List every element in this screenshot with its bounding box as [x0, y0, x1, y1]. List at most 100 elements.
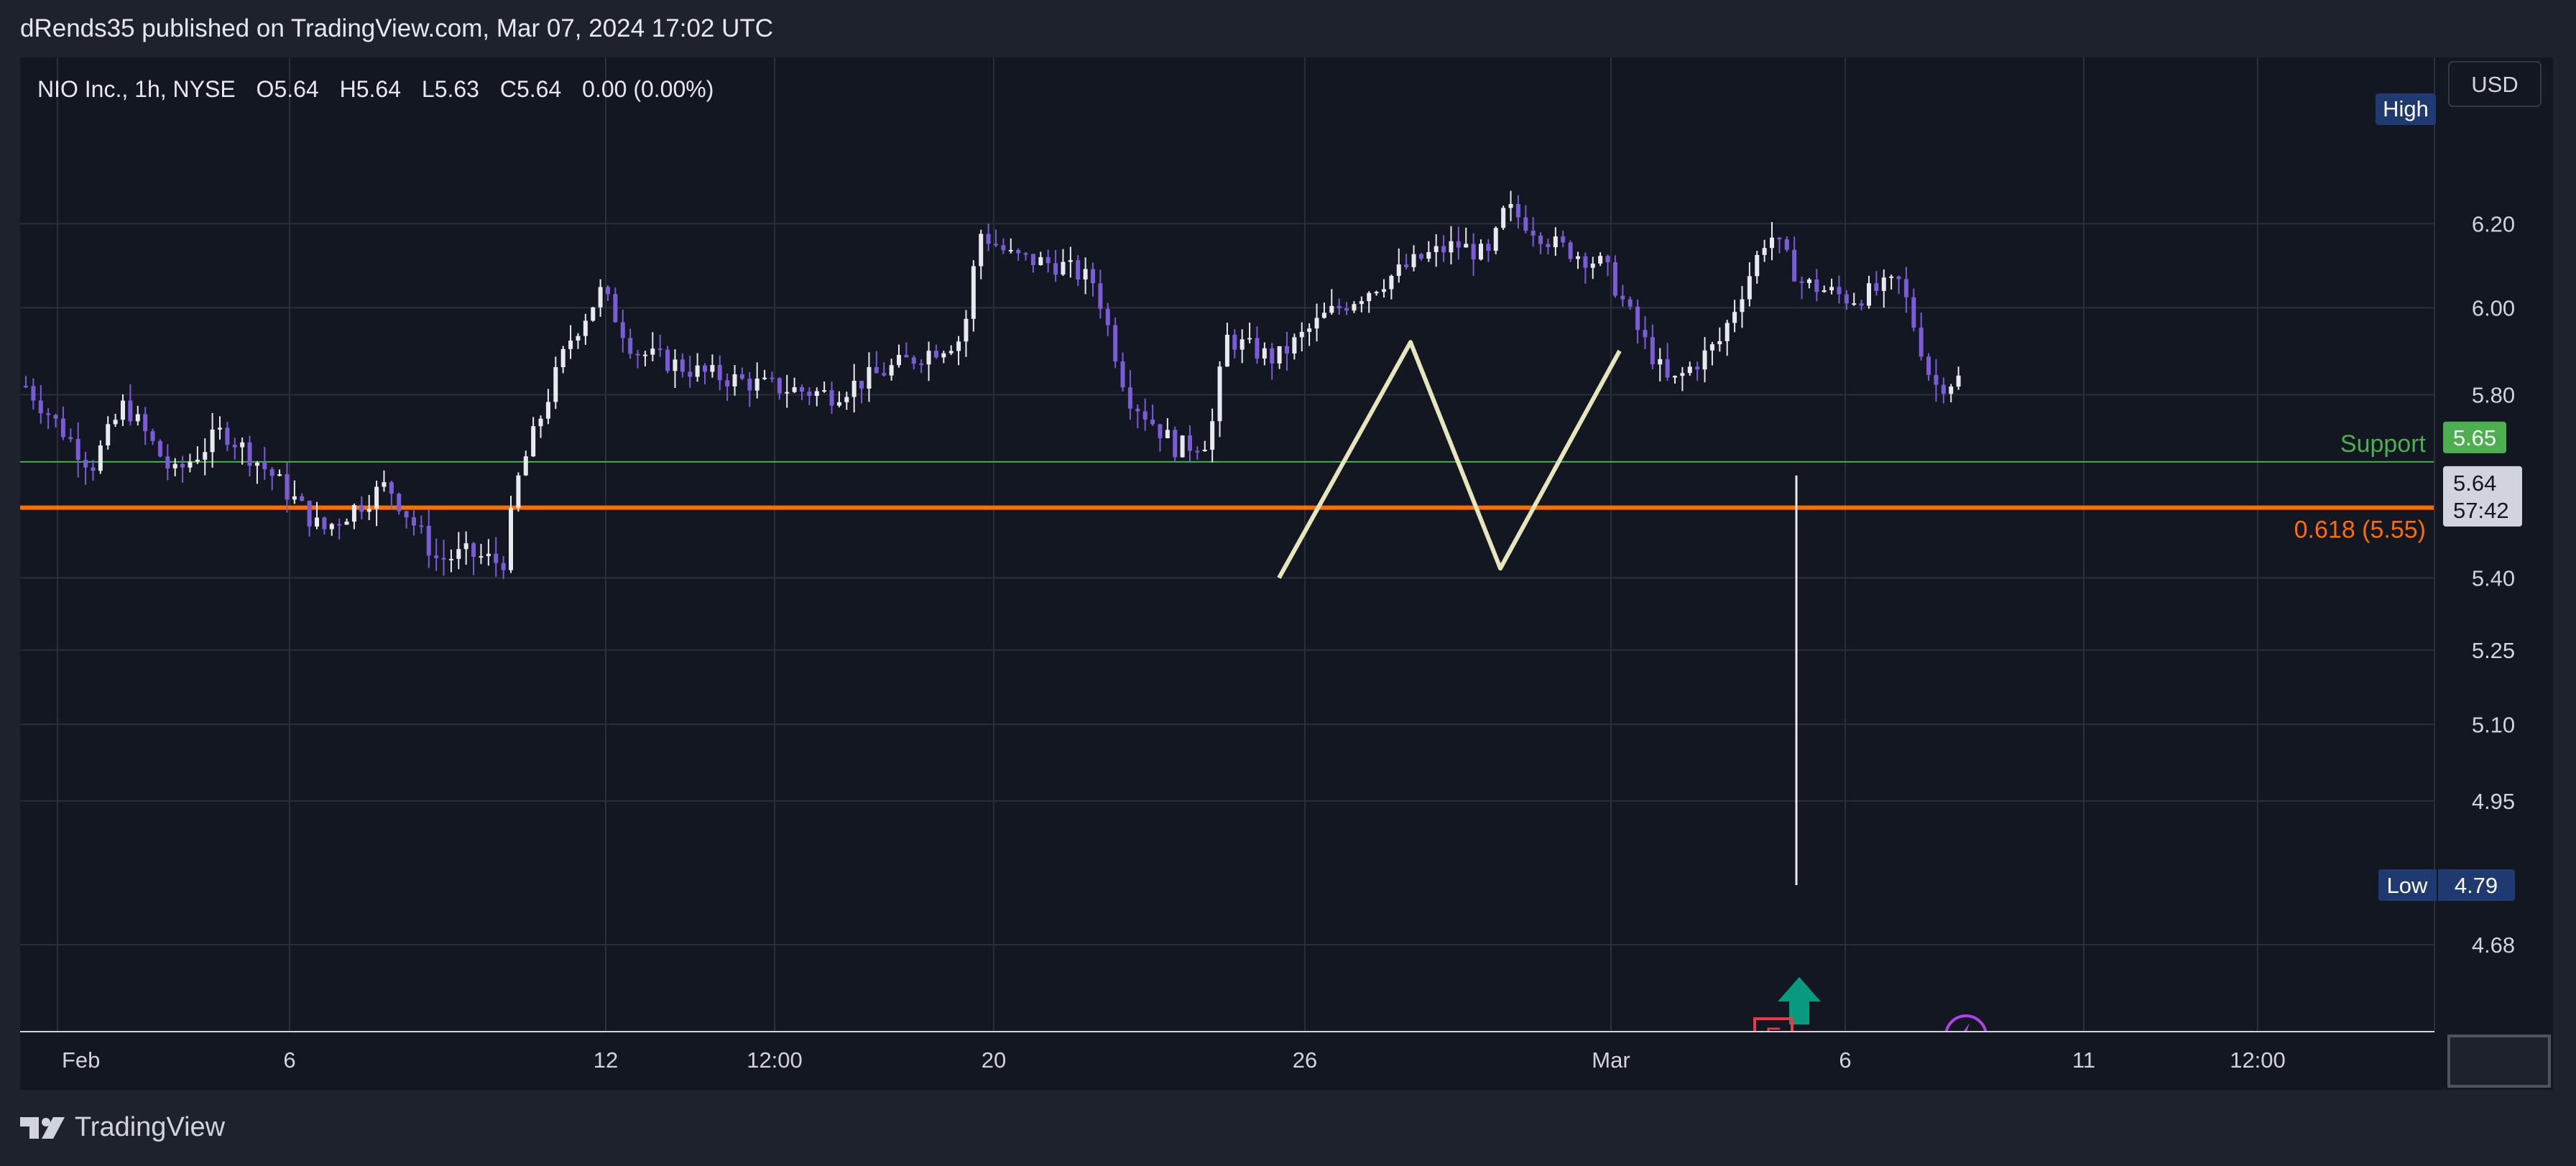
candle-body [800, 387, 804, 392]
legend-symbol: NIO Inc., 1h, NYSE [37, 76, 236, 102]
candle-body [754, 378, 760, 391]
arrow-up-icon[interactable] [1778, 977, 1821, 1024]
candle-body [1142, 411, 1148, 420]
candle-body [1732, 312, 1737, 323]
candle-body [792, 387, 797, 392]
candle-body [926, 351, 931, 365]
candle-body [157, 440, 162, 457]
candle-body [1016, 249, 1021, 254]
candle-body [448, 558, 453, 560]
candle-body [979, 233, 984, 267]
candle-body [1158, 424, 1163, 438]
candle-body [1076, 260, 1081, 280]
candle-body [1687, 366, 1692, 374]
x-tick-label: Feb [62, 1047, 100, 1073]
candle-body [1486, 244, 1491, 251]
y-tick-label: 6.20 [2472, 211, 2515, 236]
candle-body [1792, 249, 1797, 282]
candle-body [262, 463, 267, 470]
candle-body [859, 381, 864, 389]
x-tick-label: 12 [594, 1047, 618, 1073]
candle-body [1867, 283, 1871, 306]
candle-body [1367, 292, 1372, 302]
candle-body [1210, 421, 1215, 450]
grid [20, 57, 2434, 1032]
candle-body [904, 354, 909, 358]
candle-body [1344, 308, 1349, 311]
candle-body [1844, 294, 1849, 304]
candle-body [307, 501, 312, 527]
candle-body [739, 374, 744, 379]
low-marker-bg [2378, 869, 2515, 902]
candle-body [128, 400, 133, 422]
candle-body [1053, 263, 1058, 275]
candle-body [479, 556, 484, 558]
candle-body [994, 244, 998, 246]
candle-body [434, 555, 439, 558]
candle-body [1247, 338, 1252, 340]
candle-body [1956, 375, 1961, 387]
candle-body [1471, 244, 1476, 260]
candle-body [53, 415, 58, 419]
candle-body [964, 318, 969, 342]
currency-button[interactable]: USD [2448, 61, 2542, 107]
candle-body [374, 486, 379, 509]
candle-body [613, 294, 618, 323]
candle-body [441, 557, 446, 560]
candle-body [68, 437, 73, 440]
y-tick-label: 5.80 [2472, 382, 2515, 407]
scale-corner[interactable] [2447, 1035, 2551, 1088]
candle-body [1859, 303, 1864, 306]
candle-body [46, 413, 51, 415]
candle-body [688, 371, 693, 377]
candle-body [1903, 279, 1908, 297]
candle-body [1515, 204, 1520, 218]
candle-body [419, 525, 424, 527]
candle-body [1628, 299, 1633, 307]
candle-body [822, 390, 827, 392]
candle-body [710, 365, 715, 372]
horizontal-levels[interactable]: Support 0.618 (5.55) [20, 430, 2434, 544]
candle-body [1770, 237, 1774, 249]
candle-body [232, 445, 237, 448]
candle-body [836, 402, 841, 406]
legend-high: H5.64 [340, 76, 401, 102]
pattern-drawing[interactable] [1277, 340, 1622, 579]
candle-body [1359, 301, 1364, 305]
candle-body [1098, 283, 1103, 309]
legend-close: C5.64 [500, 76, 561, 102]
candle-body [1777, 237, 1782, 240]
current-price-bg [2443, 466, 2522, 527]
fib-label: 0.618 (5.55) [2294, 517, 2426, 544]
candle-body [1277, 346, 1282, 364]
candle-body [583, 320, 588, 336]
candle-body [1464, 244, 1469, 248]
candle-body [113, 420, 118, 425]
candle-body [1120, 361, 1125, 388]
candle-body [1650, 337, 1655, 365]
tradingview-brand[interactable]: TradingView [20, 1112, 225, 1143]
candle-body [1605, 256, 1610, 263]
candle-body [516, 475, 521, 508]
candle-body [121, 400, 125, 420]
candle-body [591, 307, 596, 321]
candle-body [1270, 348, 1275, 364]
candle-body [1755, 254, 1760, 277]
candle-body [106, 424, 111, 446]
candle-body [1806, 279, 1811, 283]
candle-body [1702, 350, 1707, 370]
y-tick-label: 4.95 [2472, 789, 2515, 814]
candle-body [1598, 256, 1603, 264]
pattern-zigzag[interactable] [1277, 340, 1622, 579]
candle-body [785, 392, 790, 394]
candle-body [1382, 289, 1386, 292]
candle-body [635, 353, 640, 356]
candle-body [1590, 263, 1595, 268]
candle-body [344, 522, 349, 525]
candle-body [1441, 246, 1446, 253]
candle-body [1523, 217, 1528, 231]
candle-body [1068, 260, 1073, 262]
